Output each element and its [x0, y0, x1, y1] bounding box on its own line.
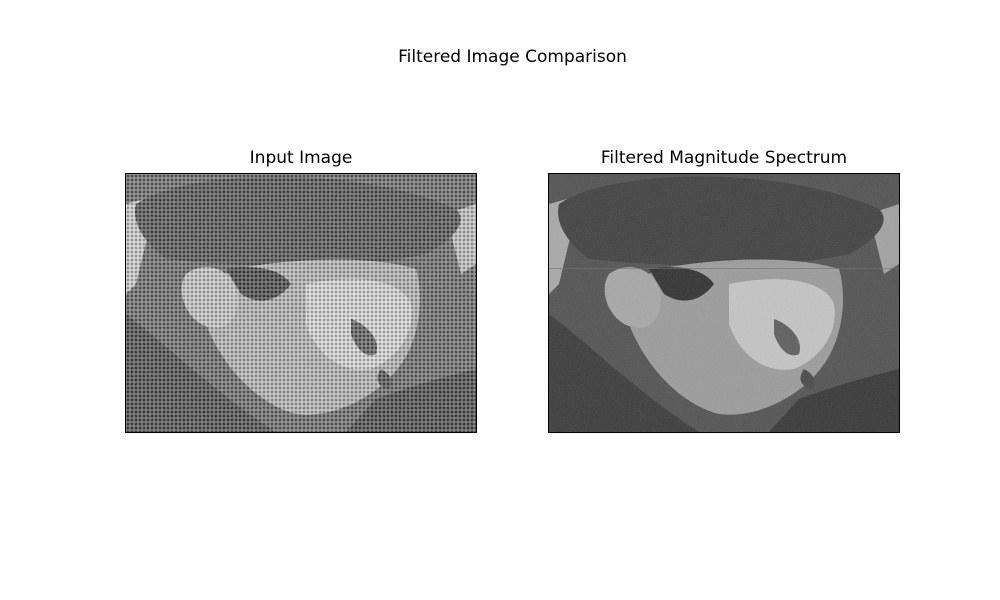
panel-title-filtered: Filtered Magnitude Spectrum [600, 148, 848, 168]
input-image [126, 174, 476, 432]
panel-title-input: Input Image [249, 148, 353, 168]
input-image-panel [125, 173, 477, 433]
filtered-image-panel [548, 173, 900, 433]
filtered-image [549, 174, 899, 432]
figure-title: Filtered Image Comparison [398, 47, 627, 67]
